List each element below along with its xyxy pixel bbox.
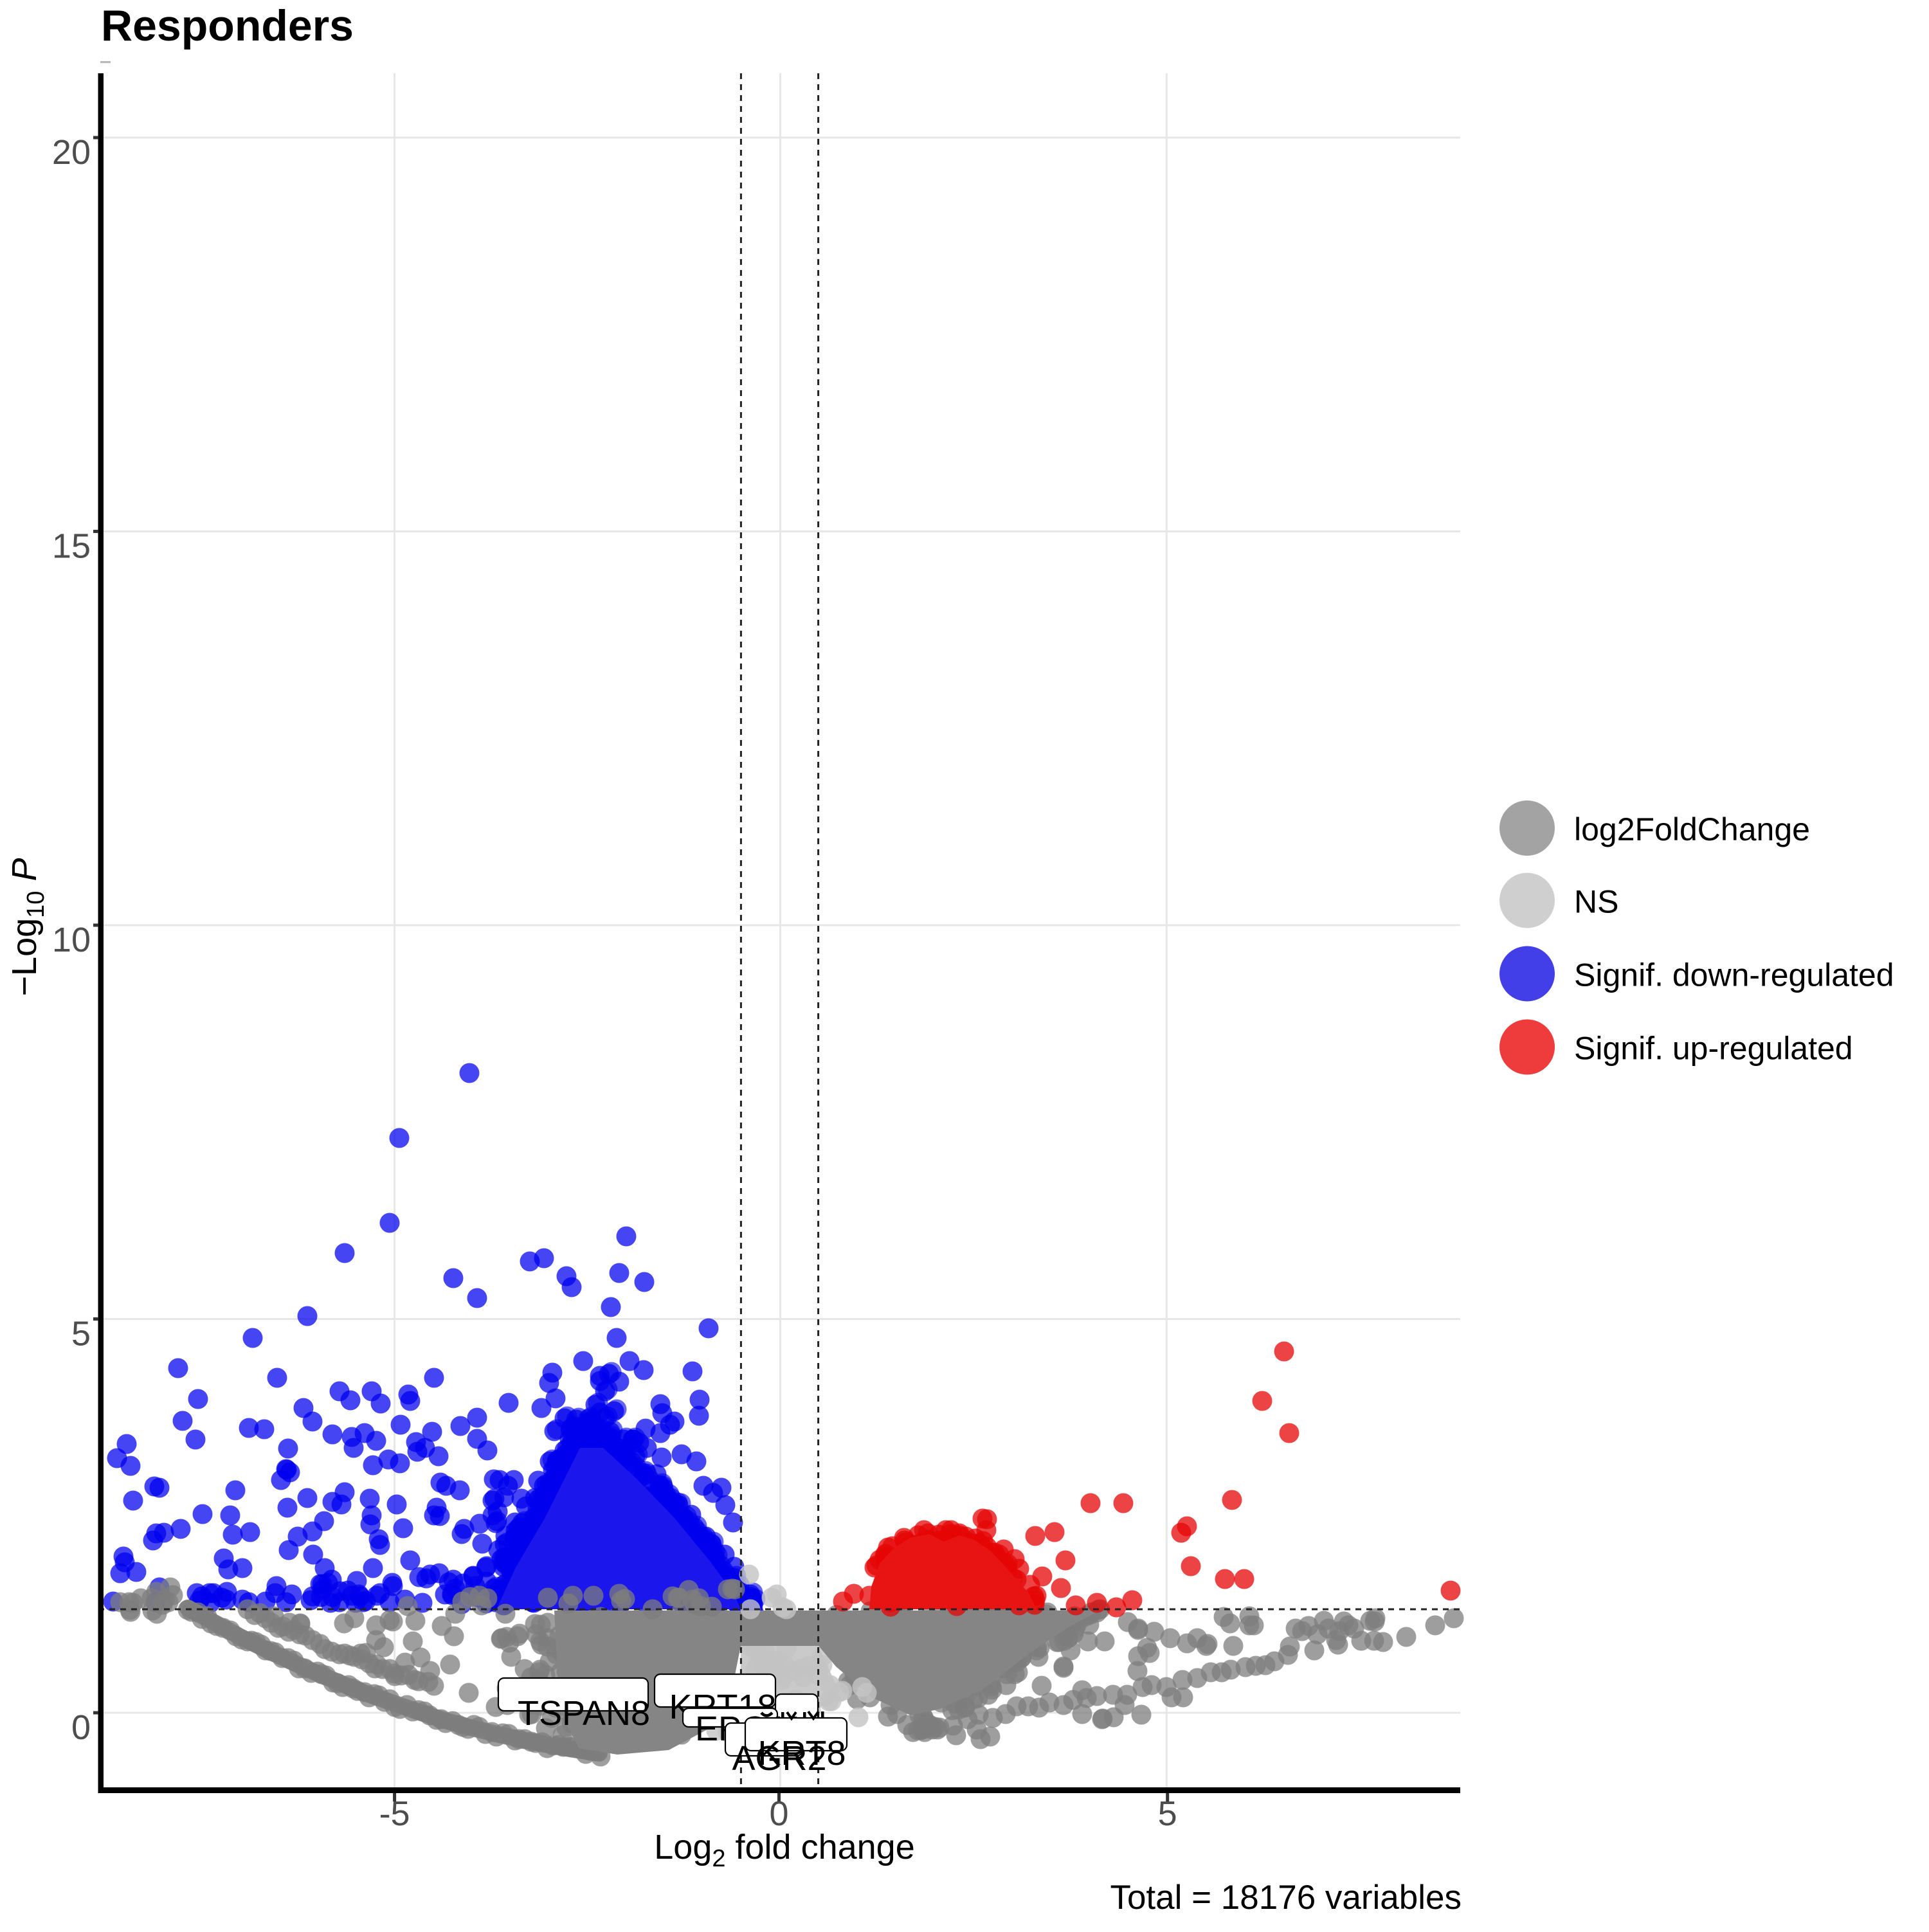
svg-text:10: 10 (52, 921, 91, 959)
svg-text:TSPAN8: TSPAN8 (518, 1694, 650, 1733)
svg-text:15: 15 (52, 527, 91, 566)
svg-text:0: 0 (71, 1708, 91, 1747)
svg-text:-5: -5 (379, 1794, 410, 1833)
svg-text:Signif. up-regulated: Signif. up-regulated (1574, 1031, 1853, 1067)
svg-text:5: 5 (1158, 1794, 1177, 1833)
svg-text:20: 20 (52, 133, 91, 172)
svg-text:log2FoldChange: log2FoldChange (1574, 811, 1810, 847)
svg-text:Log2 fold change: Log2 fold change (654, 1828, 914, 1872)
svg-text:5: 5 (71, 1315, 91, 1353)
svg-text:Total = 18176 variables: Total = 18176 variables (1110, 1879, 1462, 1917)
svg-text:AGR2: AGR2 (732, 1739, 826, 1778)
svg-text:Signif. down-regulated: Signif. down-regulated (1574, 957, 1894, 993)
svg-text:KRT8: KRT8 (757, 1734, 846, 1773)
svg-text:0: 0 (769, 1794, 788, 1833)
svg-text:−Log10 P: −Log10 P (5, 858, 50, 997)
svg-text:NS: NS (1574, 884, 1618, 920)
svg-text:Responders: Responders (101, 1, 354, 50)
